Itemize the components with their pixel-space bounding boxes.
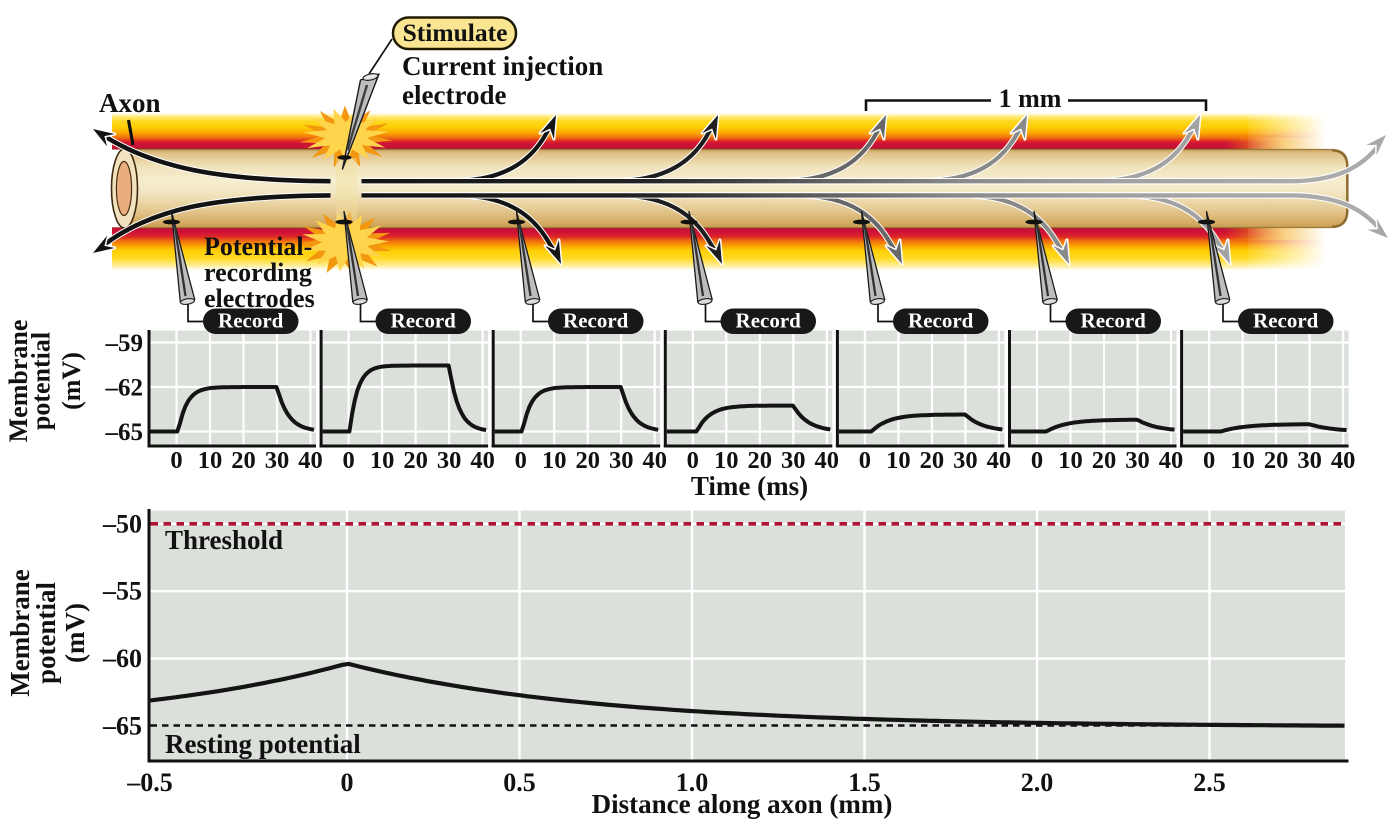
- svg-text:Resting potential: Resting potential: [165, 729, 361, 759]
- svg-text:40: 40: [298, 447, 323, 474]
- svg-text:30: 30: [1297, 447, 1322, 474]
- svg-text:–50: –50: [102, 509, 142, 538]
- svg-text:30: 30: [953, 447, 978, 474]
- svg-text:1.5: 1.5: [848, 768, 881, 797]
- svg-text:40: 40: [1159, 447, 1184, 474]
- svg-text:–62: –62: [105, 375, 144, 402]
- svg-text:Potential-: Potential-: [204, 232, 312, 261]
- svg-text:recording: recording: [204, 258, 312, 287]
- svg-text:Axon: Axon: [99, 88, 161, 118]
- svg-text:–0.5: –0.5: [126, 768, 173, 797]
- svg-text:potential: potential: [27, 332, 56, 430]
- svg-text:electrodes: electrodes: [204, 284, 315, 313]
- svg-text:–65: –65: [102, 712, 142, 741]
- svg-text:40: 40: [1331, 447, 1356, 474]
- svg-text:40: 40: [815, 447, 840, 474]
- svg-text:Distance along axon (mm): Distance along axon (mm): [592, 789, 893, 819]
- svg-text:Membrane: Membrane: [4, 320, 33, 443]
- svg-text:0.5: 0.5: [503, 768, 536, 797]
- svg-text:potential: potential: [31, 582, 61, 685]
- svg-text:30: 30: [1125, 447, 1150, 474]
- svg-text:20: 20: [748, 447, 773, 474]
- svg-text:0: 0: [859, 447, 871, 474]
- svg-text:10: 10: [714, 447, 739, 474]
- svg-text:10: 10: [542, 447, 567, 474]
- svg-text:20: 20: [920, 447, 945, 474]
- svg-text:30: 30: [437, 447, 462, 474]
- svg-text:0: 0: [1031, 447, 1043, 474]
- svg-text:0: 0: [170, 447, 182, 474]
- svg-text:20: 20: [1264, 447, 1289, 474]
- svg-text:(mV): (mV): [57, 352, 86, 410]
- svg-text:Record: Record: [391, 309, 457, 333]
- svg-text:Current injection: Current injection: [402, 51, 603, 81]
- svg-text:10: 10: [1058, 447, 1083, 474]
- svg-text:Record: Record: [1253, 309, 1319, 333]
- svg-text:electrode: electrode: [402, 80, 506, 110]
- svg-text:10: 10: [886, 447, 911, 474]
- svg-text:Record: Record: [1081, 309, 1147, 333]
- svg-text:40: 40: [642, 447, 667, 474]
- svg-text:30: 30: [265, 447, 290, 474]
- svg-text:20: 20: [403, 447, 428, 474]
- svg-text:–60: –60: [102, 644, 142, 673]
- svg-text:0: 0: [515, 447, 527, 474]
- svg-text:30: 30: [609, 447, 634, 474]
- svg-text:Time (ms): Time (ms): [691, 471, 808, 501]
- svg-text:10: 10: [1230, 447, 1255, 474]
- svg-text:Membrane: Membrane: [5, 569, 35, 696]
- svg-text:10: 10: [198, 447, 223, 474]
- svg-text:–59: –59: [105, 330, 144, 357]
- svg-text:0: 0: [341, 768, 354, 797]
- svg-text:(mV): (mV): [60, 603, 90, 663]
- svg-text:20: 20: [575, 447, 600, 474]
- svg-text:Record: Record: [736, 309, 802, 333]
- svg-text:0: 0: [1203, 447, 1215, 474]
- svg-text:20: 20: [1092, 447, 1117, 474]
- svg-text:0: 0: [687, 447, 699, 474]
- svg-text:40: 40: [470, 447, 495, 474]
- svg-text:2.0: 2.0: [1021, 768, 1054, 797]
- svg-text:Record: Record: [218, 309, 284, 333]
- svg-text:30: 30: [781, 447, 806, 474]
- svg-text:Record: Record: [908, 309, 974, 333]
- svg-text:20: 20: [231, 447, 256, 474]
- svg-text:Record: Record: [563, 309, 629, 333]
- svg-text:Threshold: Threshold: [165, 525, 283, 555]
- svg-text:–55: –55: [102, 577, 142, 606]
- svg-text:0: 0: [342, 447, 354, 474]
- svg-text:40: 40: [987, 447, 1012, 474]
- svg-text:1.0: 1.0: [676, 768, 709, 797]
- svg-text:2.5: 2.5: [1193, 768, 1226, 797]
- svg-text:10: 10: [370, 447, 395, 474]
- svg-text:1 mm: 1 mm: [999, 84, 1062, 113]
- svg-text:–65: –65: [105, 419, 144, 446]
- svg-text:Stimulate: Stimulate: [403, 18, 508, 47]
